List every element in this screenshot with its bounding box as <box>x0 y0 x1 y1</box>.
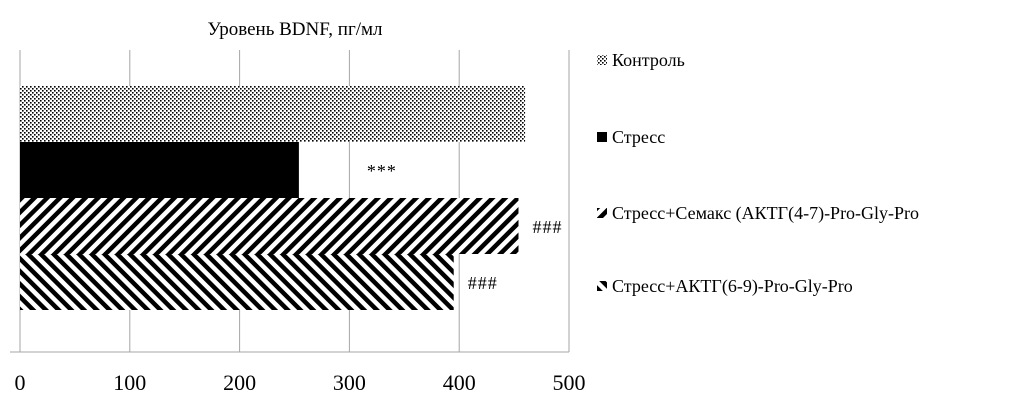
annotation-4: ### <box>468 273 498 293</box>
x-tick-label-200: 200 <box>223 370 256 395</box>
legend-swatch-2 <box>597 132 607 142</box>
legend-swatch-1 <box>597 55 607 65</box>
annotation-3: ### <box>532 217 562 237</box>
bar-4 <box>20 254 454 310</box>
legend-label-4: Стресс+АКТГ(6-9)-Pro-Gly-Pro <box>612 276 853 297</box>
annotation-2: *** <box>367 161 397 181</box>
legend: Контроль Стресс Стресс+Семакс (АКТГ(4-7)-P… <box>597 50 919 297</box>
annotations: *** ### ### <box>367 161 562 293</box>
x-tick-label-500: 500 <box>553 370 586 395</box>
legend-swatch-3 <box>597 208 607 218</box>
legend-swatch-4 <box>597 281 607 291</box>
x-tick-label-0: 0 <box>15 370 26 395</box>
x-tick-label-100: 100 <box>113 370 146 395</box>
x-axis-ticks: 0 100 200 300 400 500 <box>15 370 586 395</box>
bar-2 <box>20 142 299 198</box>
legend-label-2: Стресс <box>612 127 665 147</box>
legend-label-3: Стресс+Семакс (АКТГ(4-7)-Pro-Gly-Pro <box>612 203 919 224</box>
bar-3 <box>20 198 519 254</box>
chart-title: Уровень BDNF, пг/мл <box>207 19 383 40</box>
bars <box>20 86 526 310</box>
legend-label-1: Контроль <box>612 50 685 70</box>
x-tick-label-400: 400 <box>443 370 476 395</box>
bar-1 <box>20 86 526 142</box>
x-tick-label-300: 300 <box>333 370 366 395</box>
